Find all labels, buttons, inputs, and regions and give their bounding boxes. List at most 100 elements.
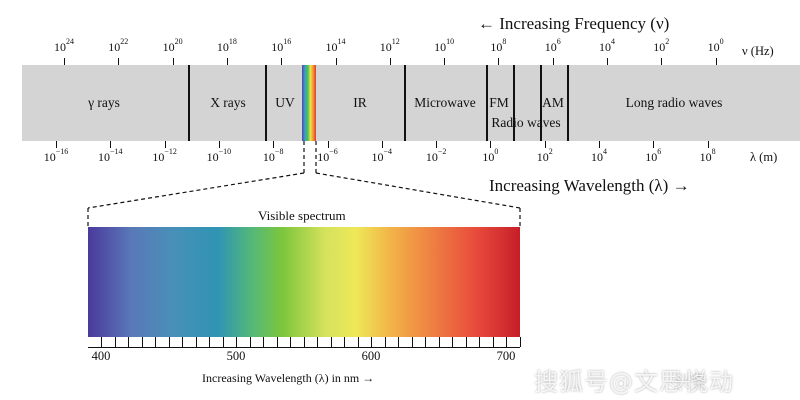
visible-scale-tick [182, 337, 183, 347]
visible-scale-tick [249, 337, 251, 347]
wavelength-tick-label: 10−12 [152, 147, 177, 164]
frequency-tick-label: 1018 [216, 37, 237, 54]
frequency-tick [444, 58, 446, 65]
wavelength-tick [381, 141, 383, 148]
visible-scale-tick [236, 337, 237, 347]
visible-scale-tick [479, 337, 480, 347]
band-label-fm: FM [489, 95, 509, 110]
visible-scale-tick [425, 337, 426, 347]
visible-spectrum-gradient [88, 227, 520, 337]
visible-axis-label: Increasing Wavelength (λ) in nm → [202, 371, 375, 385]
visible-scale-tick [438, 337, 440, 347]
visible-scale-tick [128, 337, 129, 347]
wavelength-tick-label: 10−8 [262, 147, 284, 164]
wavelength-tick-label: 10−6 [317, 147, 338, 164]
frequency-tick [281, 58, 283, 65]
band-label-am: AM [542, 95, 564, 110]
wavelength-tick [599, 141, 600, 148]
frequency-axis-title: ← Increasing Frequency (ν) [478, 14, 670, 33]
visible-scale-label: 700 [496, 349, 516, 363]
visible-scale-tick [263, 337, 264, 347]
visible-spectrum-title: Visible spectrum [258, 208, 346, 223]
visible-scale-tick [398, 337, 399, 347]
visible-scale-tick [371, 337, 372, 347]
band-divider [540, 65, 542, 141]
visible-scale-tick [290, 337, 291, 347]
band-label-gamma: γ rays [88, 95, 120, 110]
frequency-tick-label: 108 [490, 37, 507, 54]
wavelength-tick [110, 141, 112, 148]
visible-scale-tick [519, 337, 521, 347]
band-label-ir: IR [353, 95, 367, 110]
frequency-tick-label: 1010 [434, 37, 455, 54]
frequency-tick-label: 1022 [108, 37, 129, 54]
band-label-radio-waves: Radio waves [491, 115, 561, 130]
connector-left-diagonal [87, 172, 305, 209]
wavelength-unit: λ (m) [750, 150, 778, 164]
frequency-tick [389, 58, 391, 65]
wavelength-tick [273, 141, 275, 148]
visible-scale-tick [209, 337, 210, 347]
frequency-tick [715, 58, 717, 65]
frequency-tick-label: 1020 [162, 37, 183, 54]
visible-band-strip [302, 65, 316, 141]
visible-scale-tick [330, 337, 332, 347]
frequency-tick [226, 58, 228, 65]
watermark: 搜狐号@文思悦动 头条 [534, 362, 734, 397]
frequency-tick [607, 58, 608, 65]
band-divider [567, 65, 569, 141]
visible-scale-tick [276, 337, 278, 347]
wavelength-tick [653, 141, 655, 148]
frequency-tick [552, 58, 554, 65]
visible-scale-tick [317, 337, 318, 347]
visible-scale-tick [384, 337, 386, 347]
wavelength-axis-title: Increasing Wavelength (λ) → [489, 176, 690, 195]
band-divider [188, 65, 190, 141]
wavelength-tick [544, 141, 546, 148]
wavelength-tick-label: 10−2 [425, 147, 447, 164]
frequency-tick [118, 58, 120, 65]
visible-scale-tick [506, 337, 507, 347]
band-label-long-radio: Long radio waves [625, 95, 723, 110]
visible-scale-tick [452, 337, 453, 347]
visible-scale-tick [114, 337, 116, 347]
band-divider [265, 65, 267, 141]
band-divider [513, 65, 515, 141]
frequency-tick [498, 58, 500, 65]
wavelength-tick [164, 141, 166, 148]
wavelength-tick-label: 10−16 [43, 147, 69, 164]
wavelength-tick-label: 10−10 [206, 147, 232, 164]
wavelength-tick [707, 141, 709, 148]
frequency-unit: ν (Hz) [742, 44, 774, 58]
band-label-xray: X rays [210, 95, 246, 110]
frequency-tick-label: 1016 [271, 37, 292, 54]
frequency-tick-label: 104 [599, 37, 615, 54]
wavelength-tick-label: 106 [645, 147, 662, 164]
wavelength-tick-label: 108 [699, 147, 716, 164]
watermark-tag: 头条 [674, 372, 709, 391]
visible-scale-ruler [88, 337, 521, 348]
frequency-tick [172, 58, 174, 65]
visible-scale-tick [155, 337, 156, 347]
wavelength-tick-label: 102 [536, 147, 553, 164]
connector-right-diagonal [315, 172, 521, 209]
frequency-tick [335, 58, 337, 65]
frequency-tick [64, 58, 65, 65]
spectrum-band-bar: γ rays X rays UV IR Microwave FM AM Radi… [22, 65, 800, 141]
visible-scale-label: 500 [226, 349, 246, 363]
visible-scale-label: 600 [361, 349, 381, 363]
visible-scale-label: 400 [91, 349, 111, 363]
wavelength-tick [218, 141, 220, 148]
watermark-text: 搜狐号@文思悦动 [534, 368, 734, 396]
visible-scale-tick [411, 337, 413, 347]
band-divider [404, 65, 406, 141]
wavelength-tick [327, 141, 329, 148]
visible-scale-tick [101, 337, 102, 347]
visible-scale-tick [492, 337, 494, 347]
wavelength-tick [56, 141, 57, 148]
wavelength-tick [436, 141, 438, 148]
visible-scale-tick [195, 337, 197, 347]
visible-scale-tick [168, 337, 170, 347]
frequency-tick [661, 58, 663, 65]
